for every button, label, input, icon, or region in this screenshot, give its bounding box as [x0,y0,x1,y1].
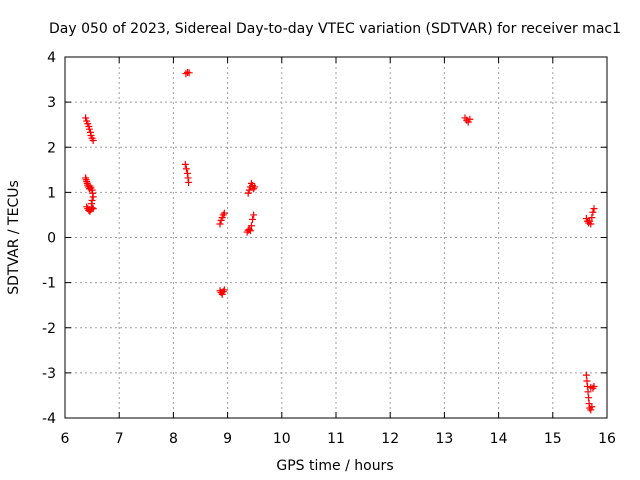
x-axis-label: GPS time / hours [276,458,393,474]
data-point [245,225,253,233]
x-tick-label: 11 [327,431,345,447]
data-point [88,204,96,212]
y-axis-label: SDTVAR / TECUs [6,180,22,295]
data-point [85,125,93,133]
x-tick-label: 15 [544,431,562,447]
y-tick-label: 4 [47,50,56,66]
y-tick-label: 3 [47,95,56,111]
data-point [587,406,595,414]
data-point [89,136,97,144]
data-point [220,286,228,294]
x-tick-label: 14 [490,431,508,447]
data-point [466,115,474,123]
data-point [220,209,228,217]
data-point [245,186,253,194]
y-tick-label: -4 [42,411,56,427]
data-point [588,403,596,411]
data-point [246,227,254,235]
data-point [590,205,598,213]
x-tick-label: 13 [435,431,453,447]
data-point [251,183,259,191]
y-tick-label: -2 [42,321,56,337]
data-point [182,165,190,173]
x-tick-label: 9 [223,431,232,447]
data-point [181,160,189,168]
data-point [185,178,193,186]
data-point [82,114,90,122]
y-tick-label: 2 [47,140,56,156]
y-tick-label: -1 [42,276,56,292]
data-point [216,220,224,228]
data-point [582,371,590,379]
data-point [247,222,255,230]
x-tick-label: 7 [115,431,124,447]
x-tick-label: 8 [169,431,178,447]
data-point [182,70,190,78]
x-tick-label: 16 [598,431,616,447]
grid-lines [65,57,607,418]
data-point [249,215,257,223]
data-point [587,220,595,228]
x-tick-label: 12 [381,431,399,447]
y-tick-label: 0 [47,231,56,247]
data-point [590,382,598,390]
y-tick-label: -3 [42,366,56,382]
data-point [585,394,593,402]
x-tick-label: 6 [61,431,70,447]
data-point [588,214,596,222]
data-point [185,69,193,77]
data-points [82,68,598,414]
data-point [89,193,97,201]
data-point [584,388,592,396]
data-point [589,208,597,216]
y-tick-label: 1 [47,185,56,201]
data-point [250,211,258,219]
data-point [244,189,252,197]
chart-title: Day 050 of 2023, Sidereal Day-to-day VTE… [49,21,621,37]
data-point [89,205,97,213]
x-tick-label: 10 [273,431,291,447]
